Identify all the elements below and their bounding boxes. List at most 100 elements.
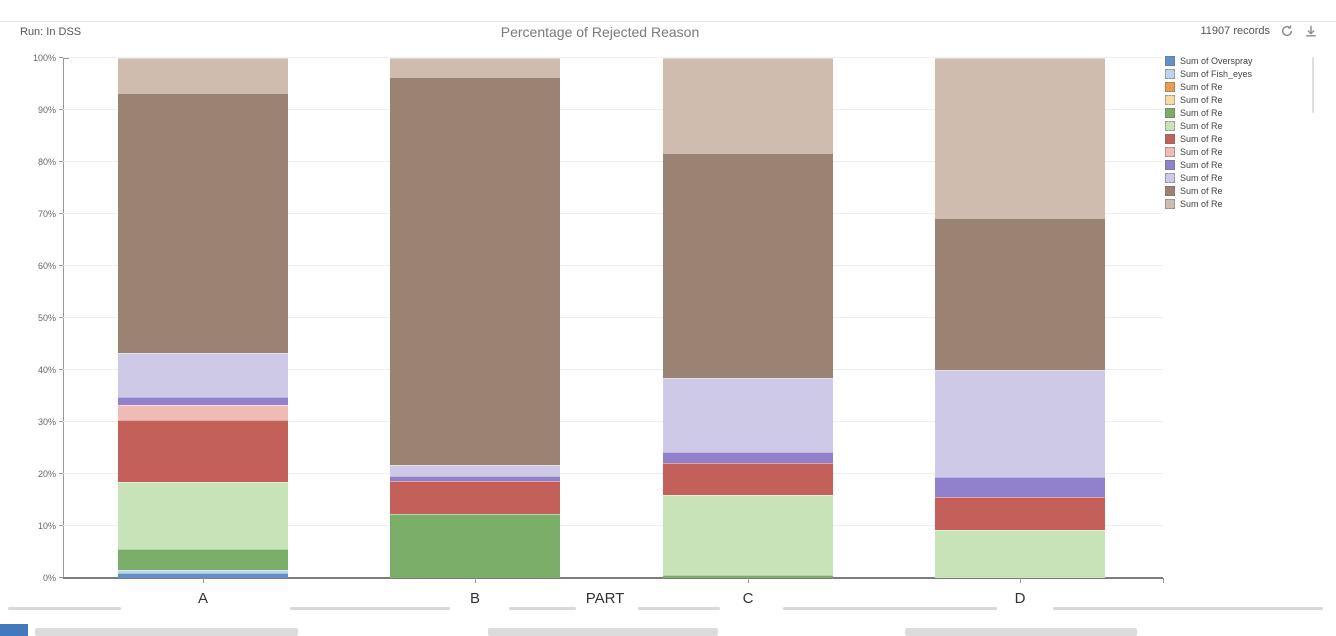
legend-item[interactable]: Sum of Re: [1165, 107, 1315, 118]
bar-segment[interactable]: [118, 572, 288, 578]
bar-segment[interactable]: [935, 58, 1105, 219]
y-axis-tick: [59, 109, 63, 110]
y-axis-tick: [59, 421, 63, 422]
legend-item[interactable]: Sum of Re: [1165, 146, 1315, 157]
x-axis-tick: [475, 578, 476, 583]
bar-segment[interactable]: [390, 465, 560, 476]
y-axis-label: 30%: [37, 417, 56, 427]
legend-label: Sum of Re: [1180, 81, 1223, 92]
gridline: [63, 57, 1163, 58]
stacked-bar-a[interactable]: [118, 58, 288, 578]
redacted-label-placeholder: [8, 607, 121, 610]
stacked-bar-d[interactable]: [935, 58, 1105, 578]
y-axis-label: 10%: [37, 521, 56, 531]
bar-segment[interactable]: [118, 419, 288, 482]
bar-segment[interactable]: [663, 152, 833, 378]
bar-segment[interactable]: [118, 549, 288, 571]
bar-segment[interactable]: [118, 397, 288, 405]
y-axis-tick: [59, 577, 63, 578]
legend-swatch: [1165, 172, 1175, 183]
bar-segment[interactable]: [935, 218, 1105, 370]
legend-swatch: [1165, 159, 1175, 170]
y-axis-label: 80%: [37, 157, 56, 167]
legend-swatch: [1165, 185, 1175, 196]
x-axis-category-label: B: [469, 590, 481, 607]
y-axis-label: 40%: [37, 365, 56, 375]
stacked-bar-c[interactable]: [663, 58, 833, 578]
y-axis-label: 0%: [42, 573, 56, 583]
bar-segment[interactable]: [118, 352, 288, 398]
legend-label: Sum of Re: [1180, 185, 1223, 196]
legend-item[interactable]: Sum of Re: [1165, 185, 1315, 196]
gridline: [63, 161, 1163, 162]
redacted-label-placeholder: [290, 607, 450, 610]
legend-item[interactable]: Sum of Re: [1165, 81, 1315, 92]
legend-item[interactable]: Sum of Re: [1165, 120, 1315, 131]
bar-segment[interactable]: [935, 530, 1105, 578]
legend-swatch: [1165, 198, 1175, 209]
redacted-label-placeholder: [783, 607, 997, 610]
legend-label: Sum of Fish_eyes: [1180, 68, 1253, 79]
cutoff-gray-bar: [488, 628, 718, 636]
download-icon[interactable]: [1304, 24, 1318, 38]
records-count: 11907 records: [1200, 25, 1270, 37]
bar-segment[interactable]: [118, 92, 288, 353]
legend-item[interactable]: Sum of Re: [1165, 159, 1315, 170]
bar-segment[interactable]: [935, 370, 1105, 478]
cutoff-gray-bar: [35, 628, 298, 636]
refresh-icon[interactable]: [1280, 24, 1294, 38]
bar-segment[interactable]: [118, 404, 288, 420]
legend-item[interactable]: Sum of Overspray: [1165, 55, 1315, 66]
redacted-label-placeholder: [1053, 607, 1323, 610]
bar-segment[interactable]: [935, 496, 1105, 531]
legend-item[interactable]: Sum of Re: [1165, 198, 1315, 209]
legend-item[interactable]: Sum of Fish_eyes: [1165, 68, 1315, 79]
legend-label: Sum of Re: [1180, 133, 1223, 144]
stacked-bar-b[interactable]: [390, 58, 560, 578]
bar-segment[interactable]: [118, 481, 288, 550]
gridline: [63, 109, 1163, 110]
cutoff-gray-bar: [905, 628, 1137, 636]
y-axis-tick: [59, 473, 63, 474]
bar-segment[interactable]: [118, 58, 288, 93]
y-axis-label: 70%: [37, 209, 56, 219]
y-axis-tick: [59, 317, 63, 318]
gridline: [63, 525, 1163, 526]
bar-segment[interactable]: [663, 58, 833, 153]
y-axis-label: 90%: [37, 105, 56, 115]
bar-segment[interactable]: [935, 477, 1105, 497]
y-axis-tick: [59, 213, 63, 214]
bar-segment[interactable]: [663, 377, 833, 452]
y-axis-tick: [59, 57, 63, 58]
bar-segment[interactable]: [390, 76, 560, 466]
bar-segment[interactable]: [663, 494, 833, 576]
x-axis-title: PART: [585, 590, 625, 607]
legend-swatch: [1165, 133, 1175, 144]
bar-segment[interactable]: [663, 575, 833, 578]
redacted-label-placeholder: [638, 607, 720, 610]
bar-segment[interactable]: [118, 570, 288, 573]
legend-label: Sum of Re: [1180, 120, 1223, 131]
x-axis-line: [63, 577, 1163, 579]
gridline: [63, 317, 1163, 318]
bar-segment[interactable]: [390, 58, 560, 77]
bar-segment[interactable]: [390, 475, 560, 481]
legend-item[interactable]: Sum of Re: [1165, 172, 1315, 183]
legend-swatch: [1165, 94, 1175, 105]
legend-item[interactable]: Sum of Re: [1165, 94, 1315, 105]
bar-segment[interactable]: [663, 451, 833, 463]
y-axis-cap: [63, 58, 69, 59]
bar-segment[interactable]: [663, 462, 833, 495]
gridline: [63, 369, 1163, 370]
legend-swatch: [1165, 120, 1175, 131]
bar-segment[interactable]: [390, 480, 560, 515]
legend-scrollbar[interactable]: [1312, 57, 1314, 113]
gridline: [63, 473, 1163, 474]
y-axis-label: 50%: [37, 313, 56, 323]
bar-segment[interactable]: [390, 514, 560, 578]
x-axis-labels: PART A B C D: [0, 590, 1336, 616]
legend-item[interactable]: Sum of Re: [1165, 133, 1315, 144]
legend-label: Sum of Re: [1180, 107, 1223, 118]
y-axis-tick: [59, 525, 63, 526]
